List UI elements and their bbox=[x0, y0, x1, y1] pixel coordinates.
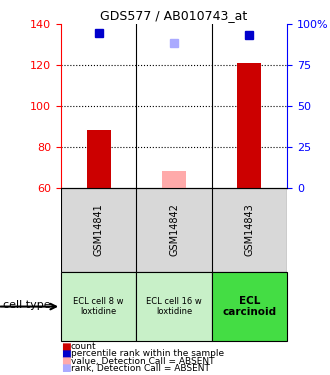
Bar bbox=[212, 272, 287, 341]
Title: GDS577 / AB010743_at: GDS577 / AB010743_at bbox=[100, 9, 248, 22]
Text: value, Detection Call = ABSENT: value, Detection Call = ABSENT bbox=[71, 357, 214, 366]
Text: GSM14842: GSM14842 bbox=[169, 203, 179, 256]
Text: percentile rank within the sample: percentile rank within the sample bbox=[71, 350, 224, 358]
Text: GSM14841: GSM14841 bbox=[94, 203, 104, 256]
Text: GSM14843: GSM14843 bbox=[245, 203, 254, 256]
Bar bbox=[87, 130, 111, 188]
Text: ■: ■ bbox=[61, 356, 71, 366]
Text: ECL
carcinoid: ECL carcinoid bbox=[222, 296, 277, 317]
Text: ■: ■ bbox=[61, 342, 71, 352]
Bar bbox=[162, 171, 186, 188]
Bar bbox=[61, 272, 136, 341]
Text: cell type: cell type bbox=[3, 300, 51, 310]
Bar bbox=[136, 272, 212, 341]
Text: rank, Detection Call = ABSENT: rank, Detection Call = ABSENT bbox=[71, 364, 210, 373]
Text: ■: ■ bbox=[61, 363, 71, 373]
Text: ECL cell 16 w
loxtidine: ECL cell 16 w loxtidine bbox=[146, 297, 202, 316]
Text: ■: ■ bbox=[61, 349, 71, 359]
Text: ECL cell 8 w
loxtidine: ECL cell 8 w loxtidine bbox=[74, 297, 124, 316]
Text: count: count bbox=[71, 342, 97, 351]
Bar bbox=[237, 63, 261, 188]
